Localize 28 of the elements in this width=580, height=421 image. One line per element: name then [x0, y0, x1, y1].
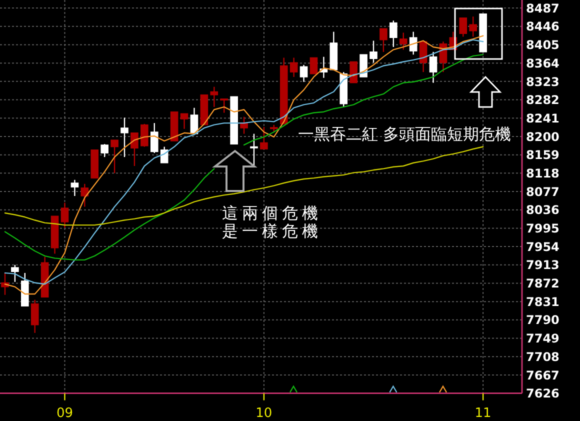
- y-tick-label: 7831: [526, 294, 560, 309]
- x-tick-label: 11: [474, 406, 492, 421]
- x-tick-label: 09: [56, 406, 74, 421]
- y-tick-label: 7995: [526, 222, 560, 236]
- y-tick-label: 7667: [526, 368, 560, 382]
- y-tick-label: 7626: [526, 386, 560, 401]
- y-tick-label: 7749: [526, 332, 560, 346]
- y-tick-label: 8446: [526, 20, 560, 34]
- y-tick-label: 7708: [526, 350, 560, 364]
- y-tick-label: 8200: [526, 130, 560, 144]
- annotation: 是一樣危機: [222, 222, 322, 240]
- y-tick-label: 8118: [526, 166, 560, 180]
- annotation: 這兩個危機: [222, 204, 322, 222]
- y-tick-label: 8036: [526, 203, 560, 218]
- y-tick-label: 7913: [526, 258, 560, 272]
- y-tick-label: 8364: [526, 56, 560, 70]
- y-tick-label: 8077: [526, 184, 560, 199]
- y-tick-label: 7790: [526, 313, 560, 328]
- y-tick-label: 8323: [526, 74, 560, 89]
- y-tick-label: 7954: [526, 240, 560, 254]
- y-tick-label: 8241: [526, 111, 560, 126]
- y-tick-label: 8405: [526, 38, 560, 52]
- y-tick-label: 8487: [526, 1, 560, 16]
- x-tick-label: 10: [256, 406, 272, 421]
- annotation: 一黑吞二紅 多頭面臨短期危機: [298, 124, 512, 144]
- y-tick-label: 8282: [526, 93, 560, 108]
- y-tick-label: 7872: [526, 276, 560, 291]
- y-tick-label: 8159: [526, 148, 560, 162]
